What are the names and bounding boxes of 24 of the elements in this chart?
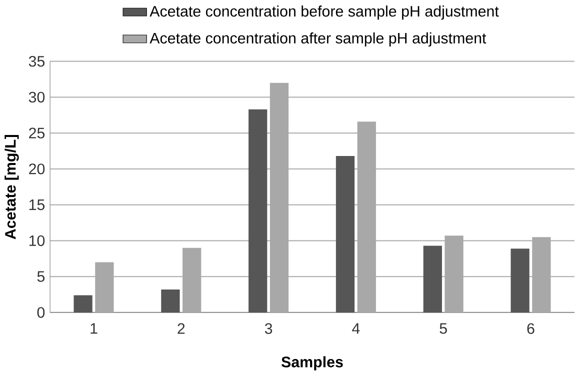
bar xyxy=(423,246,442,312)
legend-label: Acetate concentration before sample pH adjustment xyxy=(150,6,499,20)
bar xyxy=(248,109,268,312)
y-tick-label: 10 xyxy=(29,235,45,246)
y-axis-title: Acetate [mg/L] xyxy=(4,135,19,240)
y-tick-label: 30 xyxy=(28,92,45,103)
x-tick-label: 4 xyxy=(352,323,360,334)
bar xyxy=(161,289,180,312)
x-tick-label: 5 xyxy=(440,323,447,334)
x-tick-label: 1 xyxy=(90,323,98,334)
x-axis-title: Samples xyxy=(281,356,343,370)
bar xyxy=(336,156,355,312)
y-tick-label: 0 xyxy=(37,307,45,318)
y-tick-label: 20 xyxy=(29,164,45,174)
y-tick-label: 5 xyxy=(37,271,45,282)
x-tick-label: 6 xyxy=(527,323,534,334)
bar xyxy=(510,248,530,312)
x-tick-label: 2 xyxy=(178,323,185,334)
x-tick-label: 3 xyxy=(264,323,272,334)
legend-label: Acetate concentration after sample pH adjustment xyxy=(150,32,486,47)
y-tick-label: 15 xyxy=(29,200,45,210)
y-tick-label: 35 xyxy=(28,56,45,67)
bar xyxy=(74,295,92,312)
y-tick-label: 25 xyxy=(29,128,45,138)
